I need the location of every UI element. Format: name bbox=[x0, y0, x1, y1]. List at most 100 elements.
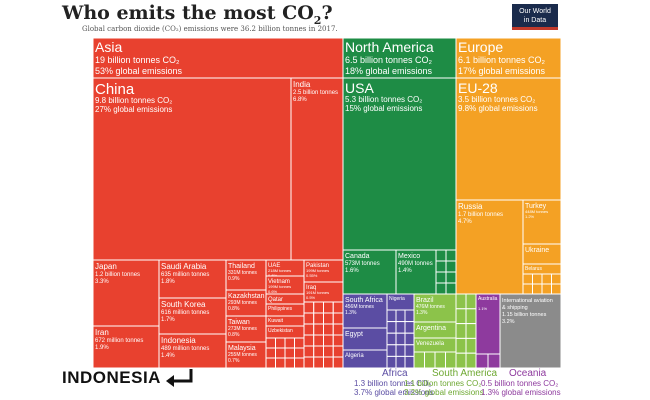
tile-asia-small bbox=[313, 312, 324, 325]
logo-line-2: in Data bbox=[523, 17, 547, 24]
tile-asia-small bbox=[275, 347, 286, 359]
share-iran: 1.9% bbox=[95, 345, 109, 351]
tile-oceania-small bbox=[475, 353, 489, 369]
value-indonesia: 489 million tonnes bbox=[161, 346, 209, 352]
share-pakistan: 0.55% bbox=[306, 273, 318, 278]
region-label-international-aviation: International aviation bbox=[502, 298, 553, 304]
value-pakistan: 199M tonnes bbox=[306, 268, 329, 273]
label-uae: UAE bbox=[268, 263, 280, 269]
value-saudi-arabia: 635 million tonnes bbox=[161, 272, 209, 278]
region-label-oceania: Oceania bbox=[509, 368, 547, 379]
label-china: China bbox=[95, 81, 135, 98]
value-turkey: 448M tonnes bbox=[525, 209, 548, 214]
label-south-africa: South Africa bbox=[345, 297, 383, 304]
tile-asia-small bbox=[265, 357, 276, 369]
label-japan: Japan bbox=[95, 262, 117, 271]
tile-africa-small bbox=[404, 344, 415, 357]
share-iraq: 0.5% bbox=[306, 295, 316, 300]
owid-logo: Our World in Data bbox=[512, 4, 558, 30]
label-algeria: Algeria bbox=[345, 353, 364, 359]
tile-sa-small bbox=[465, 308, 477, 325]
tile-africa-small bbox=[404, 355, 415, 369]
label-kuwait: Kuwait bbox=[268, 318, 284, 324]
region-label-asia: Asia bbox=[95, 39, 122, 55]
tile-europe-small bbox=[532, 283, 543, 295]
label-iraq: Iraq bbox=[306, 285, 316, 291]
share-mexico: 1.4% bbox=[398, 268, 412, 274]
tile-africa-small bbox=[395, 309, 406, 323]
tile-asia-small bbox=[323, 312, 334, 325]
tile-japan bbox=[92, 259, 160, 327]
tile-africa-small bbox=[386, 321, 397, 334]
tile-asia-small bbox=[303, 323, 315, 336]
tile-asia-small bbox=[265, 337, 276, 349]
region-share-south-america: 3.2% global emissions bbox=[404, 388, 484, 397]
tile-asia-small bbox=[294, 347, 305, 359]
label-indonesia: Indonesia bbox=[161, 336, 196, 345]
tile-sa-small bbox=[465, 323, 477, 339]
label-south-korea: South Korea bbox=[161, 300, 206, 309]
tile-africa-small bbox=[395, 355, 406, 369]
region-share-north-america: 18% global emissions bbox=[345, 66, 433, 76]
label-australia: Australia bbox=[478, 296, 498, 302]
tile-asia-small bbox=[303, 334, 315, 347]
region-share-asia: 53% global emissions bbox=[95, 66, 183, 76]
value-vietnam: 199M tonnes bbox=[268, 284, 291, 289]
share-indonesia: 1.4% bbox=[161, 353, 175, 359]
tile-africa-small bbox=[395, 332, 406, 346]
share-saudi-arabia: 1.8% bbox=[161, 279, 175, 285]
region-value-international-aviation-shipping: 1.15 billion tonnes bbox=[502, 312, 547, 318]
value-usa: 5.3 billion tonnes CO₂ bbox=[345, 95, 422, 104]
region-international-aviation-shipping bbox=[499, 293, 562, 369]
share-kazakhstan: 0.8% bbox=[228, 306, 240, 312]
tile-asia-small bbox=[275, 337, 286, 349]
label-pakistan: Pakistan bbox=[306, 263, 329, 269]
tile-asia-small bbox=[332, 323, 344, 336]
chart-title: Who emits the most CO2? bbox=[62, 2, 333, 27]
share-india: 6.8% bbox=[293, 97, 307, 103]
tile-asia-small bbox=[332, 301, 344, 314]
tile-sa-small bbox=[465, 352, 477, 369]
tile-africa-small bbox=[395, 321, 406, 334]
tile-asia-small bbox=[284, 347, 295, 359]
label-india: India bbox=[293, 80, 311, 89]
tile-asia-small bbox=[303, 356, 315, 369]
value-eu-28: 3.5 billion tonnes CO₂ bbox=[458, 95, 535, 104]
region-value-asia: 19 billion tonnes CO₂ bbox=[95, 55, 180, 65]
share-brazil: 1.3% bbox=[416, 310, 428, 316]
tile-africa-small bbox=[404, 332, 415, 346]
label-saudi-arabia: Saudi Arabia bbox=[161, 262, 207, 271]
region-north-america bbox=[342, 37, 457, 79]
region-label-north-america: North America bbox=[345, 39, 434, 55]
tile-asia-small bbox=[294, 357, 305, 369]
logo-accent-bar bbox=[512, 27, 558, 30]
tile-sa-small bbox=[445, 351, 457, 369]
value-south-africa: 456M tonnes bbox=[345, 304, 374, 310]
tile-asia-small bbox=[284, 357, 295, 369]
tile-asia-small bbox=[332, 356, 344, 369]
tile-europe-small bbox=[522, 273, 533, 285]
share-vietnam: 0.6% bbox=[268, 289, 278, 294]
value-brazil: 476M tonnes bbox=[416, 304, 445, 310]
tile-na-small bbox=[445, 282, 457, 295]
tile-na-small bbox=[445, 260, 457, 273]
label-iran: Iran bbox=[95, 328, 109, 337]
value-china: 9.8 billion tonnes CO₂ bbox=[95, 96, 172, 105]
value-canada: 573M tonnes bbox=[345, 261, 380, 267]
tile-eu-28 bbox=[455, 77, 562, 201]
share-japan: 3.3% bbox=[95, 279, 109, 285]
share-australia: 1.1% bbox=[478, 306, 488, 311]
indonesia-callout-label: INDONESIA bbox=[62, 368, 161, 387]
label-thailand: Thailand bbox=[228, 263, 255, 270]
tile-oceania-small bbox=[487, 353, 501, 369]
tile-sa-small bbox=[455, 293, 467, 310]
tile-africa-small bbox=[386, 355, 397, 369]
tile-china bbox=[92, 77, 292, 261]
tile-na-small bbox=[435, 260, 447, 273]
region-label-south-america: South America bbox=[432, 368, 497, 379]
tile-sa-small bbox=[434, 351, 446, 369]
chart-subtitle: Global carbon dioxide (CO₂) emissions we… bbox=[82, 25, 338, 33]
share-south-korea: 1.7% bbox=[161, 317, 175, 323]
label-venezuela: Venezuela bbox=[416, 341, 445, 347]
tile-asia-small bbox=[323, 301, 334, 314]
